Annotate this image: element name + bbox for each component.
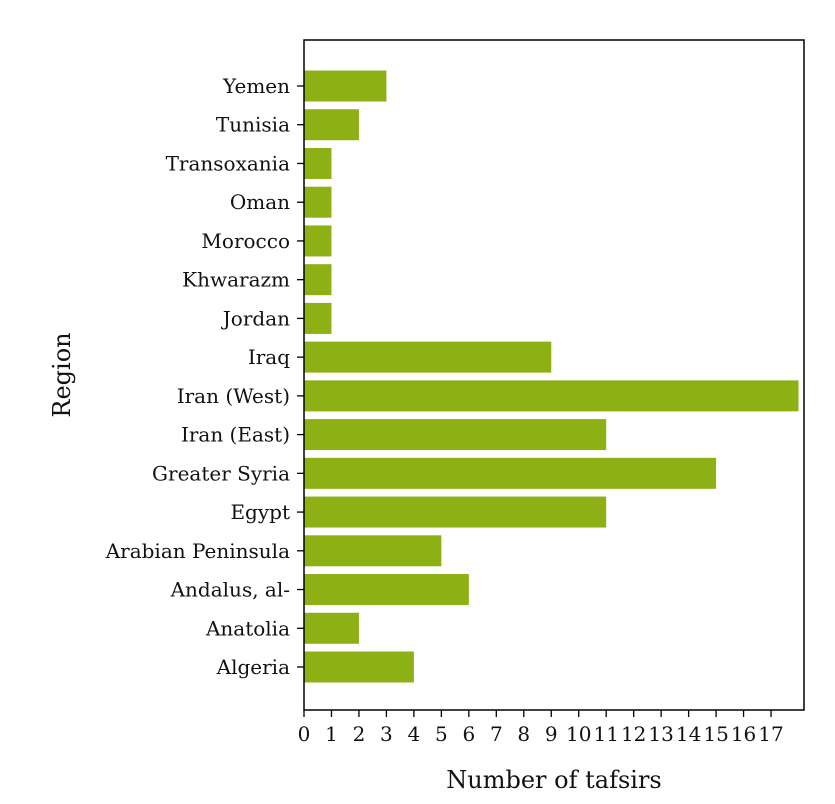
bar <box>304 302 332 334</box>
x-tick-label: 5 <box>435 722 448 746</box>
x-tick-label: 14 <box>676 722 701 746</box>
x-tick-label: 7 <box>490 722 503 746</box>
x-ticks-group: 0 1 2 3 4 5 6 7 8 9 10 11 12 13 14 15 16 17 <box>298 710 784 746</box>
x-tick-label: 10 <box>566 722 591 746</box>
y-tick-label: Transoxania <box>166 151 290 175</box>
bar <box>304 225 332 257</box>
x-tick-label: 2 <box>353 722 366 746</box>
bar <box>304 147 332 179</box>
x-tick-label: 0 <box>298 722 311 746</box>
x-tick-label: 13 <box>648 722 673 746</box>
x-tick-label: 15 <box>703 722 728 746</box>
y-tick-label: Andalus, al- <box>170 578 290 602</box>
bar <box>304 612 359 644</box>
bar <box>304 496 607 528</box>
y-axis-title: Region <box>48 332 76 417</box>
y-tick-label: Iran (East) <box>181 423 290 447</box>
y-tick-label: Oman <box>230 190 290 214</box>
x-tick-label: 11 <box>593 722 618 746</box>
x-axis-title: Number of tafsirs <box>446 766 661 794</box>
y-tick-label: Greater Syria <box>152 461 290 485</box>
y-tick-label: Tunisia <box>216 113 290 137</box>
bar <box>304 70 387 102</box>
x-tick-label: 9 <box>545 722 558 746</box>
x-tick-label: 1 <box>325 722 338 746</box>
y-tick-label: Iran (West) <box>177 384 290 408</box>
bar <box>304 109 359 141</box>
bar <box>304 535 442 567</box>
y-tick-label: Morocco <box>201 229 290 253</box>
y-tick-label: Egypt <box>230 500 290 524</box>
bar <box>304 341 552 373</box>
bar <box>304 574 469 606</box>
x-tick-label: 17 <box>758 722 783 746</box>
y-tick-label: Arabian Peninsula <box>105 539 290 563</box>
y-tick-label: Yemen <box>222 74 290 98</box>
x-tick-label: 6 <box>462 722 475 746</box>
bar <box>304 651 414 683</box>
bar <box>304 186 332 218</box>
y-tick-label: Jordan <box>221 306 290 330</box>
x-tick-label: 16 <box>731 722 756 746</box>
y-tick-label: Khwarazm <box>182 268 290 292</box>
bar <box>304 457 717 489</box>
y-tick-label: Iraq <box>248 345 290 369</box>
y-tick-label: Algeria <box>216 655 290 679</box>
x-tick-label: 12 <box>621 722 646 746</box>
x-tick-label: 8 <box>517 722 530 746</box>
bar <box>304 419 607 451</box>
bars-group <box>304 70 799 683</box>
bar <box>304 380 799 412</box>
plot-frame <box>303 39 805 711</box>
x-tick-label: 3 <box>380 722 393 746</box>
bar <box>304 264 332 296</box>
y-tick-label: Anatolia <box>205 616 290 640</box>
x-tick-label: 4 <box>408 722 421 746</box>
y-ticks-group: Algeria Anatolia Andalus, al- Arabian Penin… <box>105 74 304 679</box>
